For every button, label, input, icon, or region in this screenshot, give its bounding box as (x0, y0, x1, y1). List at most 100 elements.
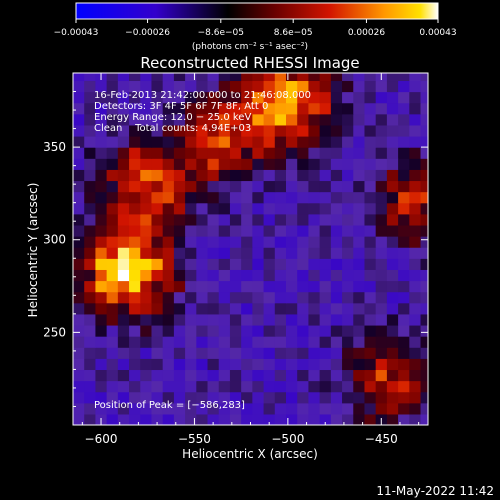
heatmap-cell (207, 73, 220, 82)
heatmap-cell (342, 180, 354, 193)
heatmap-cell (129, 302, 141, 315)
heatmap-cell (274, 391, 287, 404)
heatmap-cell (241, 180, 253, 193)
heatmap-cell (386, 80, 399, 93)
heatmap-cell (196, 369, 209, 382)
heatmap-cell (420, 213, 428, 226)
heatmap-cell (375, 158, 388, 170)
heatmap-cell (274, 402, 287, 415)
heatmap-cell (252, 258, 265, 270)
heatmap-cell (241, 91, 253, 104)
heatmap-cell (95, 202, 108, 215)
heatmap-cell (297, 180, 310, 193)
heatmap-cell (173, 358, 186, 371)
heatmap-cell (263, 291, 276, 304)
heatmap-cell (342, 169, 354, 182)
heatmap-cell (420, 169, 428, 182)
heatmap-cell (185, 336, 197, 348)
heatmap-cell (353, 80, 366, 93)
heatmap-cell (286, 102, 298, 115)
heatmap-cell (409, 336, 422, 348)
heatmap-cell (162, 402, 175, 415)
heatmap-cell (241, 113, 253, 126)
heatmap-cell (95, 169, 108, 182)
heatmap-cell (409, 269, 422, 282)
heatmap-cell (84, 191, 97, 204)
heatmap-cell (162, 413, 175, 425)
heatmap-cell (73, 369, 85, 382)
heatmap-cell (375, 80, 388, 93)
heatmap-cell (140, 380, 153, 393)
heatmap-cell (386, 269, 399, 282)
heatmap-cell (263, 258, 276, 270)
heatmap-cell (286, 413, 298, 425)
heatmap-cell (117, 113, 130, 126)
heatmap-cell (364, 313, 377, 326)
heatmap-cell (308, 102, 321, 115)
heatmap-cell (207, 313, 220, 326)
heatmap-cell (140, 302, 153, 315)
heatmap-cell (252, 324, 265, 337)
heatmap-cell (185, 102, 197, 115)
heatmap-cell (398, 80, 410, 93)
heatmap-cell (386, 402, 399, 415)
heatmap-cell (375, 213, 388, 226)
heatmap-cell (117, 269, 130, 282)
heatmap-cell (420, 158, 428, 170)
heatmap-cell (319, 336, 332, 348)
heatmap-cell (252, 180, 265, 193)
heatmap-cell (218, 236, 231, 248)
heatmap-cell (274, 258, 287, 270)
heatmap-cell (364, 247, 377, 259)
heatmap-cell (364, 380, 377, 393)
heatmap-cell (398, 236, 410, 248)
heatmap-cell (84, 258, 97, 270)
heatmap-cell (162, 124, 175, 137)
heatmap-cell (364, 236, 377, 248)
heatmap-cell (386, 158, 399, 170)
heatmap-cell (409, 236, 422, 248)
heatmap-cell (241, 291, 253, 304)
heatmap-cell (252, 391, 265, 404)
heatmap-cell (229, 336, 242, 348)
heatmap-cell (274, 135, 287, 148)
heatmap-cell (73, 236, 85, 248)
heatmap-cell (140, 336, 153, 348)
heatmap-cell (162, 213, 175, 226)
heatmap-cell (207, 402, 220, 415)
heatmap-cell (140, 191, 153, 204)
heatmap-cell (375, 324, 388, 337)
heatmap-cell (140, 135, 153, 148)
heatmap-cell (342, 380, 354, 393)
heatmap-cell (330, 135, 343, 148)
heatmap-cell (342, 402, 354, 415)
heatmap-cell (409, 180, 422, 193)
heatmap-cell (364, 302, 377, 315)
heatmap-cell (286, 213, 298, 226)
heatmap-cell (297, 236, 310, 248)
heatmap-cell (84, 147, 97, 159)
heatmap-cell (185, 91, 197, 104)
heatmap-cell (241, 336, 253, 348)
heatmap-cell (117, 224, 130, 237)
heatmap-cell (342, 413, 354, 425)
heatmap-cell (207, 380, 220, 393)
heatmap-cell (229, 124, 242, 137)
heatmap-cell (252, 358, 265, 371)
heatmap-cell (95, 291, 108, 304)
heatmap-cell (308, 258, 321, 270)
heatmap-cell (229, 102, 242, 115)
heatmap-cell (84, 73, 97, 82)
heatmap-cell (106, 302, 119, 315)
heatmap-cell (140, 247, 153, 259)
heatmap-cell (386, 213, 399, 226)
heatmap-cell (353, 147, 366, 159)
heatmap-cell (162, 102, 175, 115)
heatmap-cell (207, 80, 220, 93)
colorbar-tick-label: 8.6e−05 (274, 28, 313, 38)
heatmap-cell (297, 91, 310, 104)
heatmap-cell (409, 124, 422, 137)
heatmap-cell (95, 180, 108, 193)
annotation-detectors: Detectors: 3F 4F 5F 6F 7F 8F, Att 0 (94, 101, 268, 112)
heatmap-cell (364, 124, 377, 137)
